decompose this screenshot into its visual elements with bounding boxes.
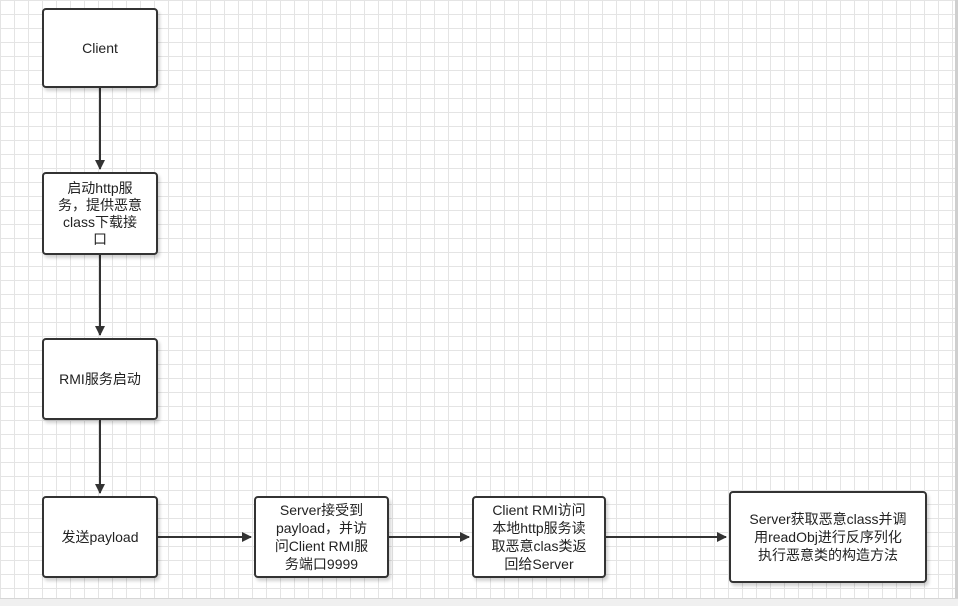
window-frame-right <box>955 0 958 606</box>
window-frame-bottom <box>0 598 958 606</box>
node-server-fetch-malicious-class[interactable]: Server获取恶意class并调 用readObj进行反序列化 执行恶意类的构… <box>729 491 927 583</box>
node-client[interactable]: Client <box>42 8 158 88</box>
node-start-http-service[interactable]: 启动http服 务，提供恶意 class下载接 口 <box>42 172 158 255</box>
node-send-payload[interactable]: 发送payload <box>42 496 158 578</box>
node-server-receive-payload[interactable]: Server接受到 payload，并访 问Client RMI服 务端口999… <box>254 496 389 578</box>
node-client-rmi-access-http[interactable]: Client RMI访问 本地http服务读 取恶意clas类返 回给Serve… <box>472 496 606 578</box>
node-rmi-service-start[interactable]: RMI服务启动 <box>42 338 158 420</box>
